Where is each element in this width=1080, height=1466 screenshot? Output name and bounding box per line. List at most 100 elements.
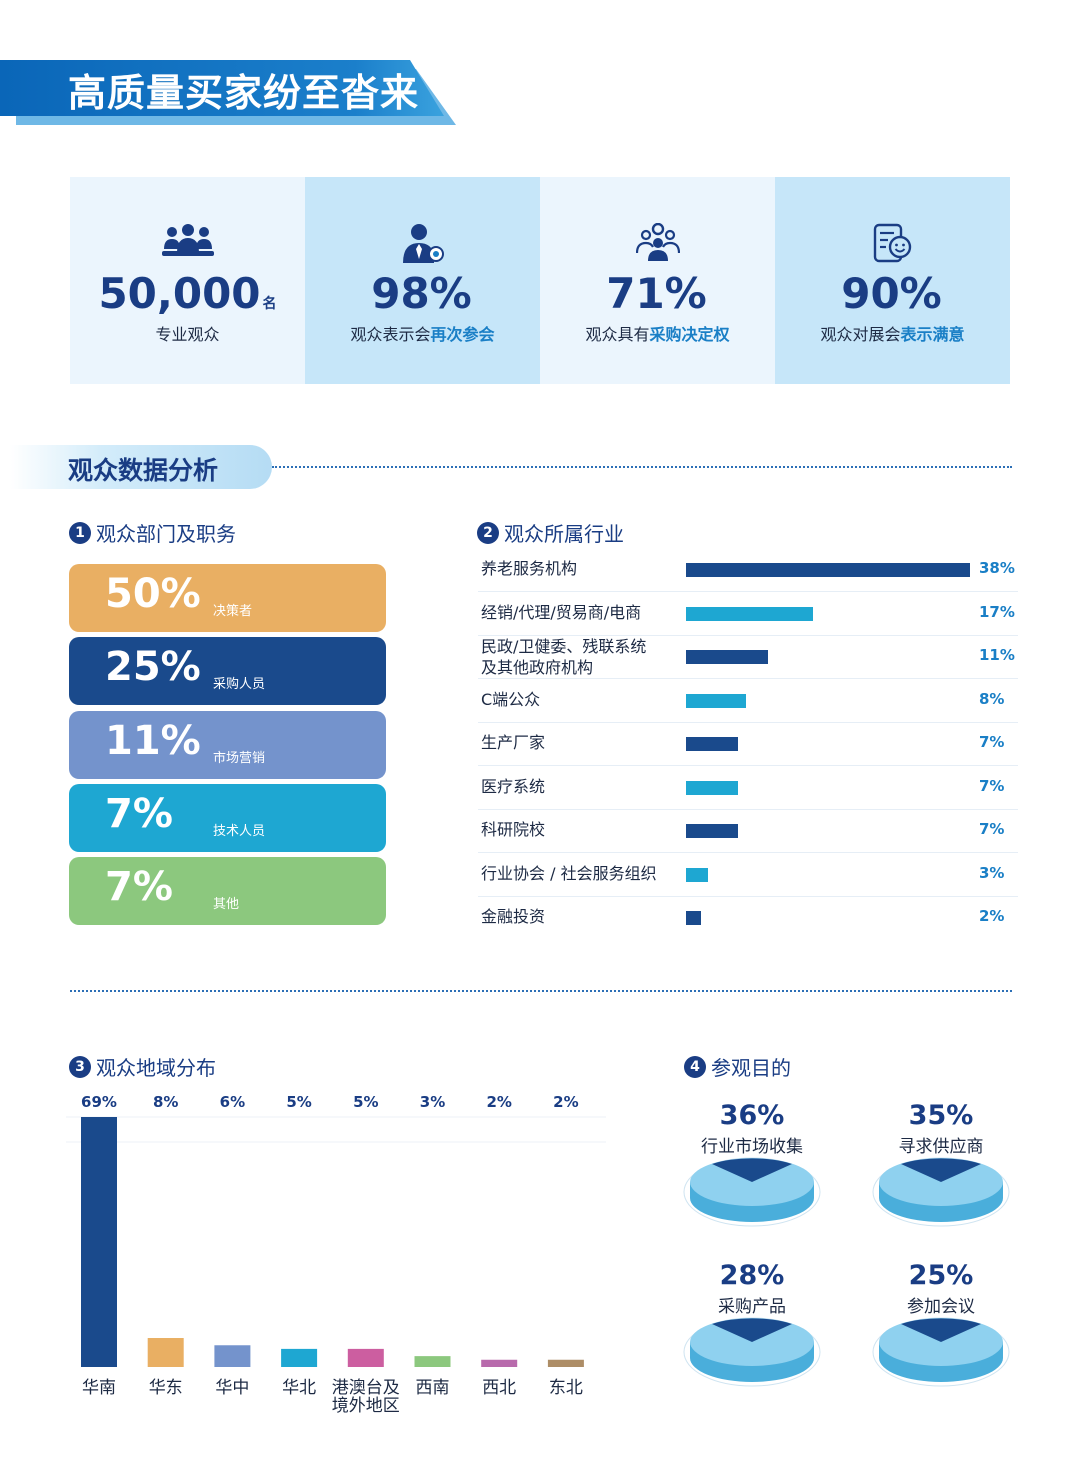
- industry-pct: 11%: [979, 646, 1015, 664]
- region-heading: 3 观众地域分布: [69, 1052, 216, 1081]
- group-icon: [70, 223, 305, 265]
- region-category-label: 华南: [82, 1378, 116, 1398]
- industry-bar: [686, 911, 701, 925]
- region-category-label: 东北: [549, 1378, 583, 1398]
- region-category-label: 境外地区: [332, 1396, 400, 1416]
- purpose-label: 寻求供应商: [898, 1137, 984, 1157]
- industry-label: 民政/卫健委、残联系统: [481, 637, 647, 656]
- dept-name: 市场营销: [213, 751, 266, 766]
- industry-bar: [686, 737, 738, 751]
- region-bar: [414, 1356, 451, 1367]
- region-value-label: 2%: [553, 1093, 578, 1111]
- stat-label-highlight: 表示满意: [900, 325, 965, 344]
- stat-label: 专业观众: [155, 325, 220, 344]
- purpose-pct: 36%: [719, 1100, 785, 1131]
- purpose-item: 36% 行业市场收集: [682, 1100, 842, 1252]
- region-value-label: 8%: [153, 1093, 178, 1111]
- industry-pct: 17%: [979, 603, 1015, 621]
- region-bar: [547, 1359, 584, 1367]
- industry-bar: [686, 694, 746, 708]
- region-category-label: 华东: [149, 1378, 183, 1398]
- purpose-pie-icon: [683, 1157, 821, 1227]
- region-category-label: 港澳台及: [332, 1378, 400, 1398]
- industry-pct: 2%: [979, 907, 1005, 925]
- divider: [272, 466, 1012, 468]
- purpose-item: 28% 采购产品: [682, 1260, 842, 1412]
- region-value-label: 69%: [81, 1093, 117, 1111]
- industry-row: 生产厂家 7%: [478, 722, 1018, 766]
- stat-label-highlight: 采购决定权: [649, 325, 730, 344]
- stats-panel: 50,000 名 专业观众 98% 观众表示会再次参会: [70, 177, 1010, 384]
- region-category-label: 西南: [416, 1378, 450, 1398]
- dept-name: 其他: [213, 897, 240, 912]
- dept-pct: 7%: [105, 864, 173, 910]
- stat-card: 90% 观众对展会表示满意: [775, 177, 1010, 384]
- industry-title: 观众所属行业: [504, 522, 624, 546]
- industry-label: 经销/代理/贸易商/电商: [481, 603, 642, 622]
- purpose-heading: 4 参观目的: [684, 1052, 791, 1081]
- industry-bar: [686, 607, 813, 621]
- region-title: 观众地域分布: [96, 1056, 216, 1080]
- purpose-pct: 25%: [908, 1260, 974, 1291]
- purpose-label: 采购产品: [718, 1297, 786, 1317]
- industry-label: C端公众: [481, 690, 541, 709]
- satisfaction-icon: [775, 223, 1010, 265]
- pie-slice: [901, 1158, 981, 1182]
- region-bar: [147, 1338, 184, 1367]
- pie-slice: [712, 1318, 792, 1342]
- dept-title: 观众部门及职务: [96, 522, 236, 546]
- section-number: 1: [69, 521, 91, 544]
- stat-card: 71% 观众具有采购决定权: [540, 177, 775, 384]
- industry-label: 医疗系统: [481, 777, 546, 796]
- industry-bar: [686, 650, 768, 664]
- industry-pct: 38%: [979, 559, 1015, 577]
- stat-label-highlight: 再次参会: [430, 325, 495, 344]
- region-bar: [214, 1345, 251, 1367]
- region-value-label: 3%: [420, 1093, 445, 1111]
- region-bar: [481, 1359, 518, 1367]
- region-value-label: 2%: [486, 1093, 511, 1111]
- dept-name: 决策者: [213, 604, 253, 619]
- dept-pct: 25%: [105, 644, 201, 690]
- header-banner: [0, 60, 456, 125]
- region-category-label: 华中: [215, 1378, 249, 1398]
- industry-pct: 7%: [979, 733, 1005, 751]
- dept-pct: 11%: [105, 718, 201, 764]
- industry-label: 行业协会 / 社会服务组织: [481, 864, 657, 883]
- region-category-label: 华北: [282, 1378, 316, 1398]
- dept-bar: 11% 市场营销: [69, 711, 386, 779]
- industry-bar: [686, 781, 738, 795]
- purpose-pie-icon: [872, 1157, 1010, 1227]
- industry-pct: 7%: [979, 820, 1005, 838]
- stat-label: 观众对展会: [820, 325, 901, 344]
- region-bar: [281, 1348, 318, 1367]
- section-tag: [10, 445, 272, 489]
- stat-value: 98%: [371, 269, 472, 318]
- industry-label: 养老服务机构: [481, 559, 578, 578]
- stat-value: 50,000: [98, 269, 261, 318]
- purpose-pie-icon: [683, 1317, 821, 1387]
- person-badge-icon: [305, 223, 540, 265]
- industry-label: 金融投资: [481, 907, 546, 926]
- divider: [70, 990, 1012, 992]
- industry-row: 经销/代理/贸易商/电商 17%: [478, 592, 1018, 636]
- industry-row: 民政/卫健委、残联系统 及其他政府机构 11%: [478, 635, 1018, 679]
- page-title: 高质量买家纷至沓来: [68, 71, 420, 115]
- dept-bar: 7% 其他: [69, 857, 386, 925]
- section-number: 3: [69, 1055, 91, 1078]
- industry-heading: 2 观众所属行业: [477, 518, 624, 547]
- purpose-pie-icon: [872, 1317, 1010, 1387]
- pie-slice: [712, 1158, 792, 1182]
- stat-card: 50,000 名 专业观众: [70, 177, 305, 384]
- region-category-label: 西北: [482, 1378, 516, 1398]
- pie-slice: [901, 1318, 981, 1342]
- industry-label-line2: 及其他政府机构: [481, 658, 594, 677]
- industry-label: 生产厂家: [481, 733, 546, 752]
- dept-pct: 7%: [105, 791, 173, 837]
- industry-pct: 7%: [979, 777, 1005, 795]
- dept-name: 采购人员: [213, 677, 266, 692]
- stat-card: 98% 观众表示会再次参会: [305, 177, 540, 384]
- industry-row: 行业协会 / 社会服务组织 3%: [478, 853, 1018, 897]
- region-value-label: 5%: [286, 1093, 311, 1111]
